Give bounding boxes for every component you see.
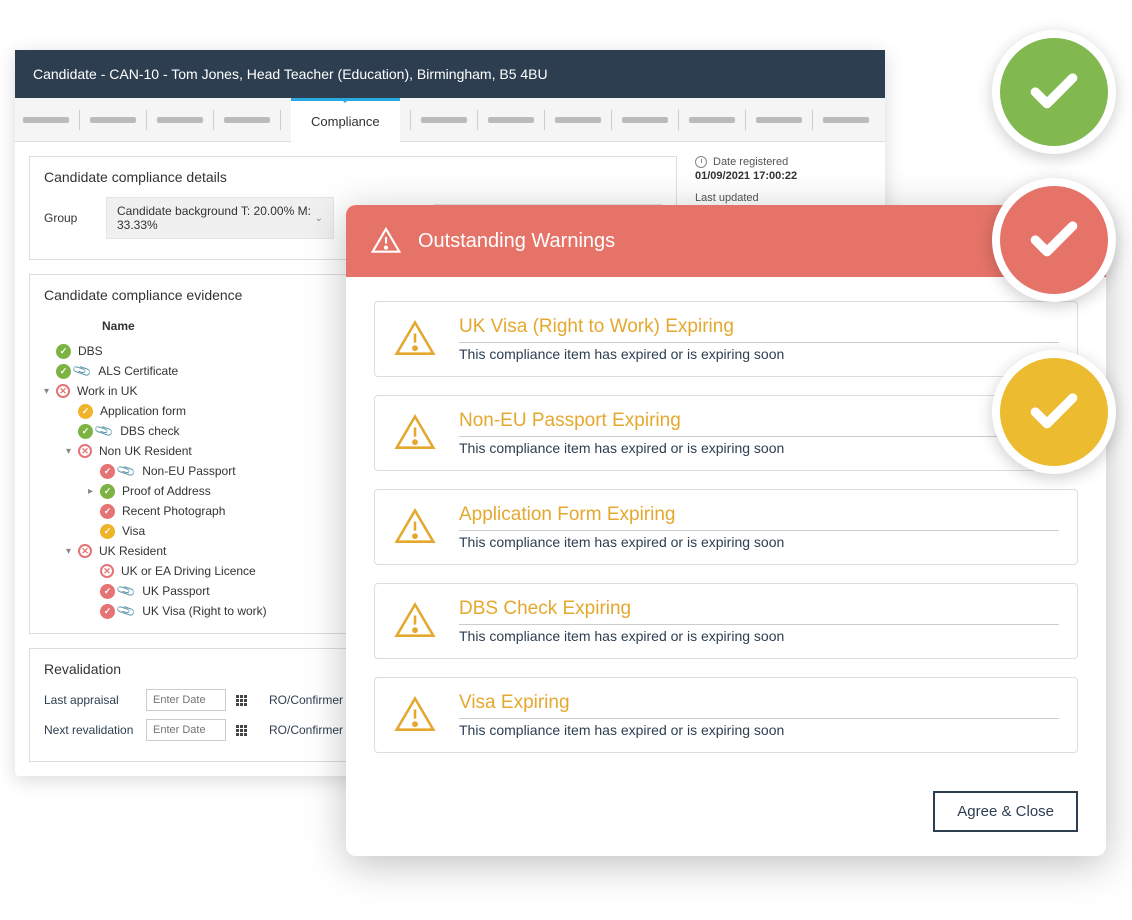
warning-icon bbox=[393, 505, 437, 549]
last-updated-label: Last updated bbox=[695, 192, 871, 204]
warning-item: Application Form Expiring This compliance… bbox=[374, 489, 1078, 565]
meta-info: Date registered 01/09/2021 17:00:22 Last… bbox=[691, 156, 871, 204]
check-icon bbox=[1026, 212, 1082, 268]
warning-subtext: This compliance item has expired or is e… bbox=[459, 534, 1059, 550]
status-dot-icon bbox=[100, 524, 115, 539]
last-appraisal-label: Last appraisal bbox=[44, 693, 136, 707]
warning-item: Visa Expiring This compliance item has ex… bbox=[374, 677, 1078, 753]
status-dot-icon bbox=[78, 424, 93, 439]
panel-title: Candidate compliance details bbox=[44, 169, 662, 185]
modal-body: UK Visa (Right to Work) Expiring This com… bbox=[346, 277, 1106, 791]
tab-placeholder[interactable] bbox=[689, 117, 735, 123]
check-icon bbox=[1026, 384, 1082, 440]
x-ring-icon bbox=[100, 564, 114, 578]
tab-placeholder[interactable] bbox=[421, 117, 467, 123]
tab-placeholder[interactable] bbox=[90, 117, 136, 123]
last-appraisal-input[interactable] bbox=[146, 689, 226, 711]
status-dot-icon bbox=[56, 344, 71, 359]
tab-placeholder[interactable] bbox=[224, 117, 270, 123]
tab-placeholder[interactable] bbox=[555, 117, 601, 123]
tab-placeholder[interactable] bbox=[157, 117, 203, 123]
clock-icon bbox=[695, 156, 707, 168]
tab-placeholder[interactable] bbox=[23, 117, 69, 123]
status-dot-icon bbox=[100, 484, 115, 499]
warning-title: Non-EU Passport Expiring bbox=[459, 410, 1059, 437]
calendar-icon[interactable] bbox=[236, 725, 247, 736]
tab-strip: Compliance bbox=[15, 98, 885, 142]
status-dot-icon bbox=[100, 464, 115, 479]
outstanding-warnings-modal: Outstanding Warnings UK Visa (Right to W… bbox=[346, 205, 1106, 856]
expander-icon[interactable]: ▾ bbox=[44, 386, 56, 397]
expander-icon[interactable]: ▾ bbox=[66, 446, 78, 457]
tab-placeholder[interactable] bbox=[488, 117, 534, 123]
tab-compliance[interactable]: Compliance bbox=[291, 98, 400, 142]
attachment-icon: 📎 bbox=[115, 460, 137, 482]
warning-title: UK Visa (Right to Work) Expiring bbox=[459, 316, 1059, 343]
warning-icon bbox=[393, 599, 437, 643]
status-badge-yellow bbox=[992, 350, 1116, 474]
warning-icon bbox=[393, 317, 437, 361]
modal-title: Outstanding Warnings bbox=[418, 230, 615, 253]
warning-subtext: This compliance item has expired or is e… bbox=[459, 628, 1059, 644]
attachment-icon: 📎 bbox=[93, 420, 115, 442]
next-revalidation-label: Next revalidation bbox=[44, 723, 136, 737]
date-registered-value: 01/09/2021 17:00:22 bbox=[695, 170, 871, 182]
tab-compliance-label: Compliance bbox=[311, 114, 380, 129]
date-registered-label: Date registered bbox=[713, 156, 788, 168]
calendar-icon[interactable] bbox=[236, 695, 247, 706]
x-ring-icon bbox=[56, 384, 70, 398]
x-ring-icon bbox=[78, 544, 92, 558]
status-dot-icon bbox=[100, 504, 115, 519]
window-title: Candidate - CAN-10 - Tom Jones, Head Tea… bbox=[15, 50, 885, 98]
next-revalidation-input[interactable] bbox=[146, 719, 226, 741]
expander-icon[interactable]: ▸ bbox=[88, 486, 100, 497]
tab-placeholder[interactable] bbox=[622, 117, 668, 123]
attachment-icon: 📎 bbox=[115, 600, 137, 622]
warning-title: Visa Expiring bbox=[459, 692, 1059, 719]
status-dot-icon bbox=[100, 604, 115, 619]
warning-icon bbox=[393, 693, 437, 737]
warning-icon bbox=[370, 225, 402, 257]
status-dot-icon bbox=[78, 404, 93, 419]
warning-item: Non-EU Passport Expiring This compliance … bbox=[374, 395, 1078, 471]
ro-confirmer-label: RO/Confirmer bbox=[269, 693, 343, 707]
warning-subtext: This compliance item has expired or is e… bbox=[459, 440, 1059, 456]
attachment-icon: 📎 bbox=[115, 580, 137, 602]
warning-item: DBS Check Expiring This compliance item h… bbox=[374, 583, 1078, 659]
group-dropdown[interactable]: Candidate background T: 20.00% M: 33.33%… bbox=[106, 197, 334, 239]
warning-title: DBS Check Expiring bbox=[459, 598, 1059, 625]
agree-close-button[interactable]: Agree & Close bbox=[933, 791, 1078, 832]
attachment-icon: 📎 bbox=[71, 360, 93, 382]
chevron-down-icon: ⌄ bbox=[315, 213, 323, 224]
group-value: Candidate background T: 20.00% M: 33.33% bbox=[117, 204, 315, 232]
warning-item: UK Visa (Right to Work) Expiring This com… bbox=[374, 301, 1078, 377]
expander-icon[interactable]: ▾ bbox=[66, 546, 78, 557]
check-icon bbox=[1026, 64, 1082, 120]
x-ring-icon bbox=[78, 444, 92, 458]
warning-subtext: This compliance item has expired or is e… bbox=[459, 346, 1059, 362]
warning-subtext: This compliance item has expired or is e… bbox=[459, 722, 1059, 738]
group-label: Group bbox=[44, 211, 94, 225]
warning-icon bbox=[393, 411, 437, 455]
status-dot-icon bbox=[100, 584, 115, 599]
status-badge-green bbox=[992, 30, 1116, 154]
status-badge-red bbox=[992, 178, 1116, 302]
tab-placeholder[interactable] bbox=[756, 117, 802, 123]
tab-placeholder[interactable] bbox=[823, 117, 869, 123]
warning-title: Application Form Expiring bbox=[459, 504, 1059, 531]
ro-confirmer-label: RO/Confirmer bbox=[269, 723, 343, 737]
status-dot-icon bbox=[56, 364, 71, 379]
